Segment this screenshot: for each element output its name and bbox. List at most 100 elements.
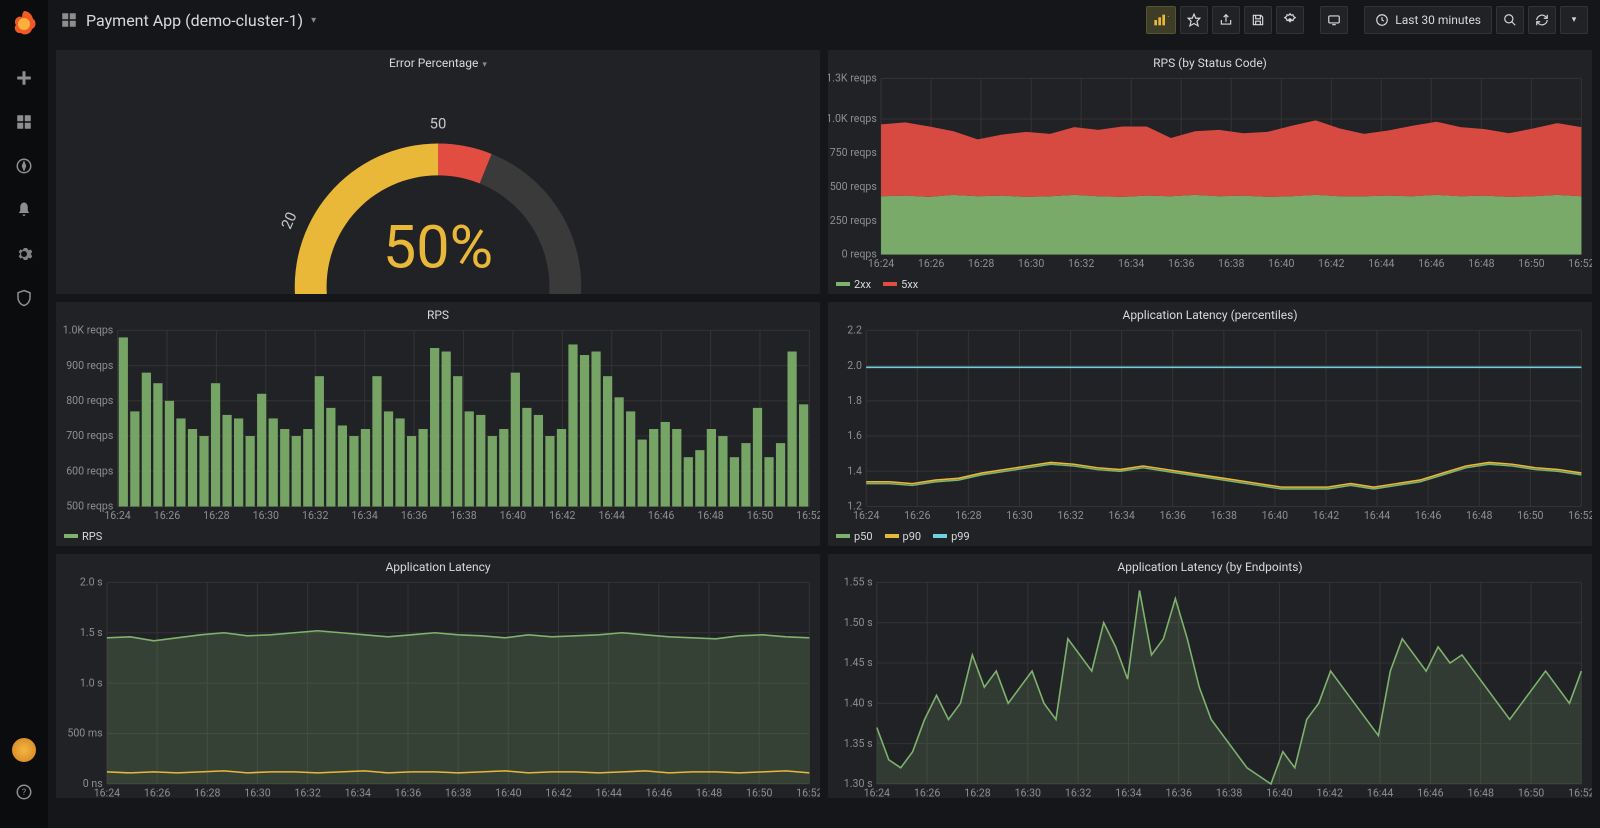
- refresh-button[interactable]: [1528, 6, 1556, 34]
- grafana-logo[interactable]: [8, 8, 40, 40]
- svg-text:1.6: 1.6: [847, 429, 862, 442]
- svg-text:16:28: 16:28: [203, 509, 229, 522]
- panel-rps[interactable]: RPS 500 reqps600 reqps700 reqps800 reqps…: [56, 302, 820, 546]
- settings-button[interactable]: [1276, 6, 1304, 34]
- svg-text:16:30: 16:30: [1018, 257, 1044, 270]
- panel-latency-endpoints[interactable]: Application Latency (by Endpoints) 1.30 …: [828, 554, 1592, 798]
- svg-text:2.0 s: 2.0 s: [80, 576, 103, 589]
- svg-text:16:38: 16:38: [450, 509, 476, 522]
- panel-title: Application Latency: [385, 560, 490, 574]
- svg-text:16:28: 16:28: [968, 257, 994, 270]
- svg-text:16:48: 16:48: [1468, 257, 1494, 270]
- svg-text:16:40: 16:40: [1266, 787, 1292, 798]
- svg-text:16:42: 16:42: [1317, 787, 1343, 798]
- svg-text:1.0K reqps: 1.0K reqps: [63, 324, 114, 337]
- svg-text:800 reqps: 800 reqps: [66, 394, 113, 407]
- svg-text:16:26: 16:26: [914, 787, 940, 798]
- svg-text:16:36: 16:36: [1168, 257, 1194, 270]
- panel-error-percentage[interactable]: Error Percentage▾ 0205010050%: [56, 50, 820, 294]
- user-avatar[interactable]: [12, 738, 36, 762]
- svg-text:16:28: 16:28: [194, 787, 220, 798]
- svg-text:16:32: 16:32: [1057, 509, 1083, 522]
- svg-text:16:52: 16:52: [1568, 509, 1592, 522]
- time-range-label: Last 30 minutes: [1395, 13, 1481, 27]
- save-button[interactable]: [1244, 6, 1272, 34]
- svg-text:600 reqps: 600 reqps: [66, 464, 113, 477]
- svg-text:16:36: 16:36: [1166, 787, 1192, 798]
- svg-text:16:48: 16:48: [1468, 787, 1494, 798]
- svg-text:16:26: 16:26: [144, 787, 170, 798]
- left-sidebar: ?: [0, 0, 48, 828]
- svg-text:50%: 50%: [383, 213, 493, 283]
- cycle-view-button[interactable]: [1320, 6, 1348, 34]
- time-picker-button[interactable]: Last 30 minutes: [1364, 6, 1492, 34]
- svg-text:16:44: 16:44: [1364, 509, 1390, 522]
- svg-text:16:38: 16:38: [1211, 509, 1237, 522]
- svg-text:16:50: 16:50: [1518, 787, 1544, 798]
- svg-text:16:50: 16:50: [746, 787, 772, 798]
- sidebar-explore[interactable]: [6, 148, 42, 184]
- svg-text:16:36: 16:36: [1159, 509, 1185, 522]
- stacked-area-chart: 0 reqps250 reqps500 reqps750 reqps1.0K r…: [828, 72, 1592, 274]
- sidebar-add[interactable]: [6, 60, 42, 96]
- svg-text:16:34: 16:34: [1108, 509, 1134, 522]
- panel-title: RPS (by Status Code): [1153, 56, 1267, 70]
- svg-text:16:38: 16:38: [1218, 257, 1244, 270]
- legend-item[interactable]: 5xx: [883, 278, 918, 291]
- svg-text:16:30: 16:30: [244, 787, 270, 798]
- panel-title: RPS: [427, 308, 449, 322]
- svg-text:16:50: 16:50: [1517, 509, 1543, 522]
- panel-app-latency[interactable]: Application Latency 0 ns500 ms1.0 s1.5 s…: [56, 554, 820, 798]
- panel-title: Error Percentage: [389, 56, 478, 70]
- svg-text:500 reqps: 500 reqps: [830, 180, 877, 193]
- svg-text:1.3K reqps: 1.3K reqps: [828, 72, 877, 85]
- svg-text:16:42: 16:42: [545, 787, 571, 798]
- svg-text:16:46: 16:46: [648, 509, 674, 522]
- svg-text:16:46: 16:46: [1417, 787, 1443, 798]
- svg-text:2.2: 2.2: [847, 324, 862, 337]
- share-button[interactable]: [1212, 6, 1240, 34]
- legend: 2xx 5xx: [828, 274, 1592, 294]
- dashboard-title: Payment App (demo-cluster-1): [86, 11, 303, 30]
- add-panel-button[interactable]: +: [1146, 6, 1176, 34]
- svg-text:16:46: 16:46: [1415, 509, 1441, 522]
- legend-item[interactable]: 2xx: [836, 278, 871, 291]
- svg-text:16:52: 16:52: [1568, 257, 1592, 270]
- svg-text:16:46: 16:46: [1418, 257, 1444, 270]
- svg-text:16:28: 16:28: [964, 787, 990, 798]
- dashboard-title-wrap[interactable]: Payment App (demo-cluster-1) ▾: [60, 11, 316, 30]
- svg-text:16:40: 16:40: [1268, 257, 1294, 270]
- sidebar-dashboards[interactable]: [6, 104, 42, 140]
- dashboards-icon: [60, 11, 78, 29]
- line-chart: 1.30 s1.35 s1.40 s1.45 s1.50 s1.55 s16:2…: [828, 576, 1592, 798]
- svg-text:16:24: 16:24: [94, 787, 120, 798]
- svg-text:250 reqps: 250 reqps: [830, 214, 877, 227]
- panel-rps-status[interactable]: RPS (by Status Code) 0 reqps250 reqps500…: [828, 50, 1592, 294]
- sidebar-settings[interactable]: [6, 236, 42, 272]
- svg-text:16:42: 16:42: [549, 509, 575, 522]
- sidebar-alerts[interactable]: [6, 192, 42, 228]
- svg-text:+: +: [1168, 13, 1169, 21]
- sidebar-help[interactable]: ?: [6, 774, 42, 810]
- area-chart: 0 ns500 ms1.0 s1.5 s2.0 s16:2416:2616:28…: [56, 576, 820, 798]
- legend-item[interactable]: RPS: [64, 530, 102, 543]
- svg-text:16:52: 16:52: [796, 787, 820, 798]
- legend-item[interactable]: p90: [885, 530, 922, 543]
- legend-item[interactable]: p50: [836, 530, 873, 543]
- svg-text:750 reqps: 750 reqps: [830, 146, 877, 159]
- svg-text:16:30: 16:30: [253, 509, 279, 522]
- svg-text:16:42: 16:42: [1318, 257, 1344, 270]
- svg-text:16:48: 16:48: [697, 509, 723, 522]
- legend-item[interactable]: p99: [933, 530, 970, 543]
- refresh-interval-button[interactable]: ▾: [1560, 6, 1588, 34]
- svg-text:16:30: 16:30: [1015, 787, 1041, 798]
- svg-text:16:28: 16:28: [955, 509, 981, 522]
- panel-latency-pct[interactable]: Application Latency (percentiles) 1.21.4…: [828, 302, 1592, 546]
- svg-text:16:48: 16:48: [1466, 509, 1492, 522]
- star-button[interactable]: [1180, 6, 1208, 34]
- svg-text:1.4: 1.4: [847, 464, 862, 477]
- svg-text:16:40: 16:40: [500, 509, 526, 522]
- zoom-out-button[interactable]: [1496, 6, 1524, 34]
- sidebar-shield[interactable]: [6, 280, 42, 316]
- svg-text:16:24: 16:24: [864, 787, 890, 798]
